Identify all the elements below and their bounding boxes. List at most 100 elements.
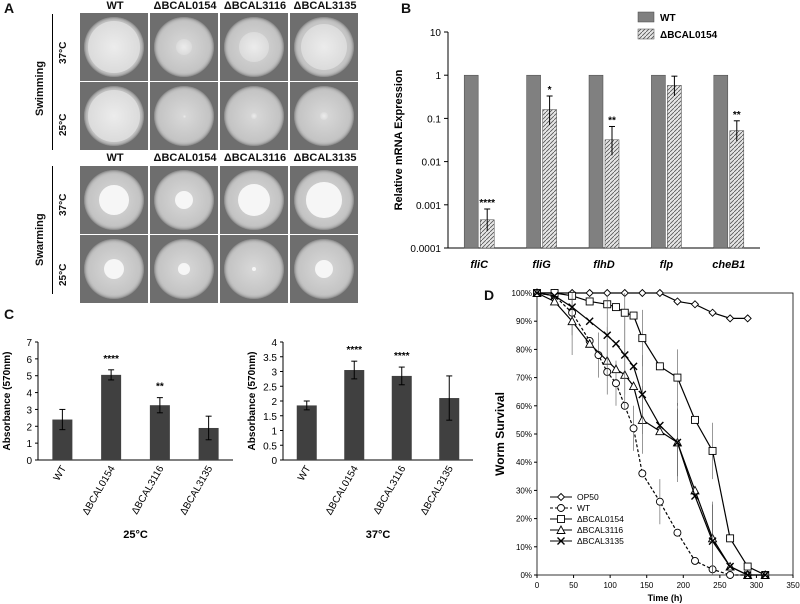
bar-wt-fliC — [463, 74, 479, 249]
data-point — [611, 339, 620, 348]
significance-marker: **** — [346, 345, 362, 356]
legend-label: ΔBCAL3116 — [577, 525, 623, 535]
panel-d-chart: 0% 10% 20% 30% 40% 50% 60% 70% 80% 90% 100% 0 50 100 1… — [493, 288, 800, 603]
data-point — [629, 362, 638, 371]
x-category-label: WT — [296, 464, 313, 483]
significance-marker: **** — [103, 354, 119, 365]
legend-label: OP50 — [577, 492, 599, 502]
y-tick-label: 50% — [516, 430, 532, 439]
plate-image — [220, 235, 288, 303]
legend-marker — [557, 515, 565, 523]
bacterial-spread — [301, 24, 347, 70]
col-header-wt-top: WT — [106, 0, 124, 12]
x-category-label: cheB1 — [712, 259, 745, 271]
legend-label: ΔBCAL0154 — [660, 30, 718, 41]
data-point — [628, 381, 639, 391]
legend-label: ΔBCAL0154 — [577, 514, 624, 524]
data-point — [708, 308, 717, 317]
x-axis-title: 25°C — [123, 529, 148, 541]
x-axis-title: Time (h) — [648, 593, 683, 603]
data-point — [761, 571, 770, 579]
plate-image — [290, 166, 358, 234]
y-tick-label: 0 — [26, 456, 32, 467]
data-point — [743, 562, 752, 571]
bar-wt-fliG — [526, 74, 541, 249]
bar-mutant-fliG — [542, 109, 557, 249]
y-tick-label: 2 — [271, 397, 277, 408]
data-point — [655, 421, 664, 430]
bar-wt-flp — [651, 74, 666, 249]
data-point — [726, 534, 735, 543]
temp-label-swim-37: 37°C — [58, 41, 69, 64]
temp-label-swarm-37: 37°C — [58, 193, 69, 216]
x-tick-label: 350 — [786, 581, 800, 590]
plate-image — [150, 13, 218, 81]
legend-marker — [557, 504, 565, 512]
plate-image — [150, 166, 218, 234]
y-tick-label: 6 — [26, 355, 32, 366]
bacterial-spread — [182, 114, 186, 118]
data-point — [673, 297, 682, 306]
data-point — [585, 297, 594, 306]
plate-image — [220, 82, 288, 150]
data-point — [691, 556, 699, 565]
data-point — [612, 379, 620, 388]
x-axis-title: 37°C — [366, 529, 391, 541]
y-tick-label: 3 — [26, 405, 32, 416]
x-category-label: WT — [52, 464, 69, 483]
petri-dish — [84, 17, 144, 77]
panel-b-chart: 10 1 0.1 0.01 0.001 0.0001 Relative mRNA Expre… — [393, 11, 760, 271]
panel-c-chart-37c: 0 0.5 1 1.5 2 2.5 3 3.5 4 Absorbance (570nm) WT ***… — [247, 338, 473, 541]
bacterial-spread — [175, 38, 193, 56]
x-category-label: fliC — [470, 259, 489, 271]
petri-dish — [154, 86, 214, 146]
plate-image — [80, 166, 148, 234]
data-point — [612, 303, 620, 312]
y-tick-label: 0.01 — [422, 158, 442, 169]
y-tick-label: 4 — [26, 389, 32, 400]
data-point — [603, 288, 612, 298]
y-tick-label: 4 — [271, 338, 277, 349]
panel-letter-a: A — [4, 0, 15, 16]
data-point — [638, 390, 647, 399]
significance-marker: ** — [608, 115, 616, 126]
bacterial-spread — [174, 190, 194, 210]
plate-image — [290, 235, 358, 303]
petri-dish — [294, 239, 354, 299]
y-axis-title: Absorbance (570nm) — [2, 352, 13, 451]
bar-ΔBCAL3135 — [198, 427, 219, 460]
bar-mutant-cheB1 — [729, 130, 745, 249]
y-tick-label: 0.5 — [263, 441, 277, 452]
x-category-label: ΔBCAL0154 — [324, 464, 361, 518]
y-tick-label: 100% — [512, 289, 532, 298]
bar-ΔBCAL0154 — [101, 374, 122, 460]
y-tick-label: 0.1 — [427, 114, 441, 125]
x-tick-label: 250 — [713, 581, 727, 590]
plate-image — [80, 82, 148, 150]
legend-marker — [556, 492, 566, 502]
petri-dish — [294, 17, 354, 77]
data-point — [673, 528, 682, 537]
x-category-label: ΔBCAL3135 — [419, 464, 456, 518]
x-category-label: ΔBCAL3116 — [130, 464, 167, 517]
petri-dish — [84, 170, 144, 230]
data-point — [629, 311, 638, 320]
x-tick-label: 100 — [603, 581, 617, 590]
y-axis-title: Worm Survival — [493, 392, 507, 476]
y-tick-label: 2 — [26, 422, 32, 433]
data-point — [603, 331, 612, 340]
y-tick-label: 1 — [271, 427, 277, 438]
legend-label: ΔBCAL3135 — [577, 536, 624, 546]
petri-dish — [224, 17, 284, 77]
petri-dish — [294, 86, 354, 146]
data-point — [690, 300, 700, 309]
data-point — [743, 571, 752, 579]
data-point — [655, 426, 665, 436]
x-category-label: ΔBCAL0154 — [81, 464, 118, 518]
bar-ΔBCAL3135 — [439, 398, 460, 460]
col-header-bcal3116-bottom: ΔBCAL3116 — [223, 152, 287, 164]
legend-label: WT — [660, 13, 676, 24]
plate-image — [290, 13, 358, 81]
bacterial-spread — [239, 32, 269, 62]
y-tick-label: 1 — [26, 439, 32, 450]
